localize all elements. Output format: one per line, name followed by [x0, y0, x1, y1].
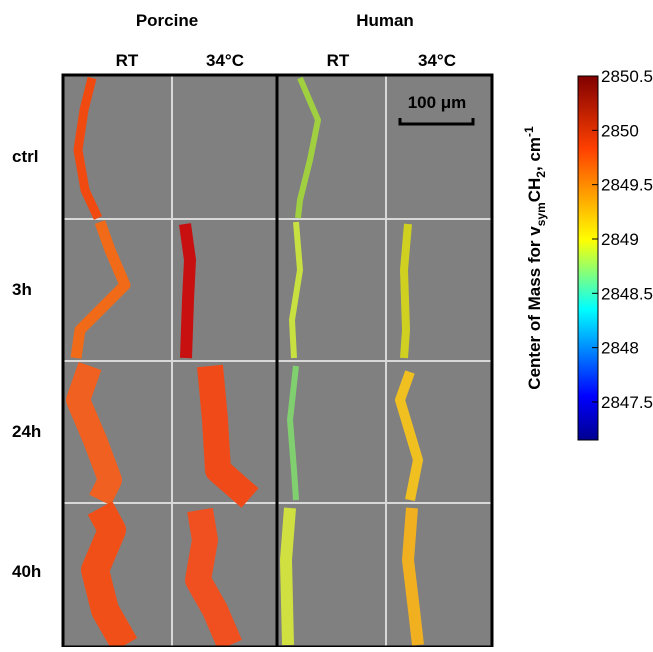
label-part: CH: [525, 178, 544, 203]
colorbar: [577, 75, 599, 441]
colorbar-tick-label: 2847.5: [601, 393, 653, 412]
colorbar-tick-label: 2848.5: [601, 284, 653, 303]
label-part: , cm: [525, 137, 544, 171]
scale-bar-label: 100 μm: [408, 93, 467, 112]
column-label: 34°C: [418, 51, 456, 70]
colorbar-label: Center of Mass for vsymCH2, cm-1: [522, 126, 548, 390]
label-part: 2: [534, 171, 548, 178]
group-label: Human: [356, 11, 414, 30]
colorbar-tick-label: 2850: [601, 121, 639, 140]
label-part: Center of Mass for v: [525, 226, 544, 390]
row-label: ctrl: [12, 147, 38, 166]
label-part: -1: [522, 126, 536, 137]
colorbar-tick-label: 2848: [601, 339, 639, 358]
colorbar-tick-label: 2850.5: [601, 67, 653, 86]
strips: [66, 76, 424, 652]
row-label: 3h: [12, 280, 32, 299]
column-label: RT: [116, 51, 139, 70]
label-part: sym: [534, 202, 548, 226]
scale-bar: [398, 118, 475, 126]
column-label: RT: [327, 51, 350, 70]
group-label: Porcine: [136, 11, 198, 30]
colorbar-tick-label: 2849: [601, 230, 639, 249]
colorbar-tick-label: 2849.5: [601, 176, 653, 195]
column-label: 34°C: [206, 51, 244, 70]
row-label: 40h: [12, 562, 41, 581]
row-label: 24h: [12, 422, 41, 441]
